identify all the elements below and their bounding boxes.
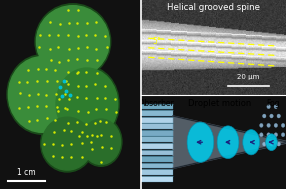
Ellipse shape xyxy=(55,66,119,142)
Bar xyxy=(141,104,173,109)
Bar xyxy=(141,110,173,116)
Bar xyxy=(141,156,173,162)
Ellipse shape xyxy=(260,123,263,127)
Bar xyxy=(141,123,173,129)
Ellipse shape xyxy=(243,130,260,155)
Bar xyxy=(141,176,173,181)
Bar xyxy=(141,136,173,142)
Ellipse shape xyxy=(7,55,77,134)
Ellipse shape xyxy=(274,123,278,127)
Ellipse shape xyxy=(81,119,120,164)
Text: 20 μm: 20 μm xyxy=(237,74,259,80)
Bar xyxy=(141,169,173,175)
Ellipse shape xyxy=(277,114,281,118)
Ellipse shape xyxy=(35,4,111,79)
Ellipse shape xyxy=(266,134,277,151)
Polygon shape xyxy=(173,116,286,168)
Bar xyxy=(141,149,173,155)
Text: 1 cm: 1 cm xyxy=(17,168,36,177)
Bar xyxy=(141,163,173,168)
Ellipse shape xyxy=(41,115,94,172)
Ellipse shape xyxy=(263,142,266,146)
Ellipse shape xyxy=(267,133,270,137)
Ellipse shape xyxy=(8,57,76,132)
Ellipse shape xyxy=(187,122,214,162)
Ellipse shape xyxy=(270,114,273,118)
Bar xyxy=(141,143,173,149)
Ellipse shape xyxy=(274,133,278,137)
Text: Absorber: Absorber xyxy=(140,99,174,108)
Text: Helical grooved spine: Helical grooved spine xyxy=(167,3,260,12)
Ellipse shape xyxy=(267,123,270,127)
Text: Fog: Fog xyxy=(266,99,280,108)
Bar xyxy=(141,117,173,123)
Ellipse shape xyxy=(281,133,285,137)
Ellipse shape xyxy=(36,6,109,77)
Bar xyxy=(141,130,173,136)
Ellipse shape xyxy=(56,68,118,140)
Ellipse shape xyxy=(270,142,273,146)
Ellipse shape xyxy=(260,133,263,137)
Text: 5°: 5° xyxy=(153,37,161,46)
Ellipse shape xyxy=(42,117,92,170)
Ellipse shape xyxy=(80,117,122,166)
Ellipse shape xyxy=(263,114,266,118)
Text: Droplet motion: Droplet motion xyxy=(188,99,251,108)
Ellipse shape xyxy=(217,126,239,159)
Ellipse shape xyxy=(277,142,281,146)
Ellipse shape xyxy=(274,105,278,109)
Ellipse shape xyxy=(267,105,270,109)
Ellipse shape xyxy=(281,123,285,127)
